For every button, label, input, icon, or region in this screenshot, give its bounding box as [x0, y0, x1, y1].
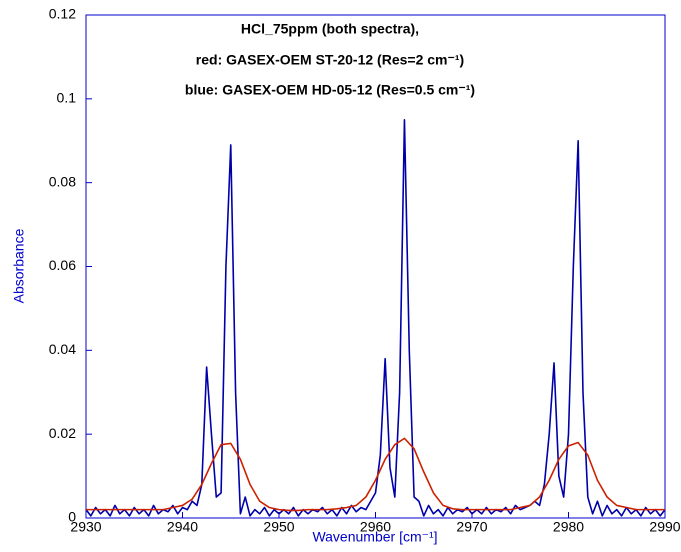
title-line: red: GASEX-OEM ST-20-12 (Res=2 cm⁻¹) — [196, 52, 464, 68]
y-tick-label: 0.08 — [49, 173, 76, 189]
series-line — [85, 118, 666, 517]
y-tick-label: 0 — [68, 509, 76, 525]
x-tick-label: 2950 — [263, 519, 294, 535]
x-tick-label: 2990 — [649, 519, 680, 535]
y-tick-label: 0.1 — [57, 90, 77, 106]
x-tick-label: 2980 — [553, 519, 584, 535]
x-tick-label: 2930 — [70, 519, 101, 535]
y-axis-label: Absorbance — [11, 228, 27, 303]
x-tick-label: 2960 — [360, 519, 391, 535]
y-tick-label: 0.04 — [49, 341, 76, 357]
x-axis-label: Wavenumber [cm⁻¹] — [312, 529, 437, 545]
x-tick-label: 2940 — [167, 519, 198, 535]
title-line: blue: GASEX-OEM HD-05-12 (Res=0.5 cm⁻¹) — [185, 82, 475, 98]
y-tick-label: 0.02 — [49, 425, 76, 441]
y-tick-label: 0.06 — [49, 257, 76, 273]
title-line: HCl_75ppm (both spectra), — [241, 21, 419, 37]
series-line — [86, 437, 665, 512]
x-tick-label: 2970 — [456, 519, 487, 535]
y-tick-label: 0.12 — [49, 6, 76, 22]
